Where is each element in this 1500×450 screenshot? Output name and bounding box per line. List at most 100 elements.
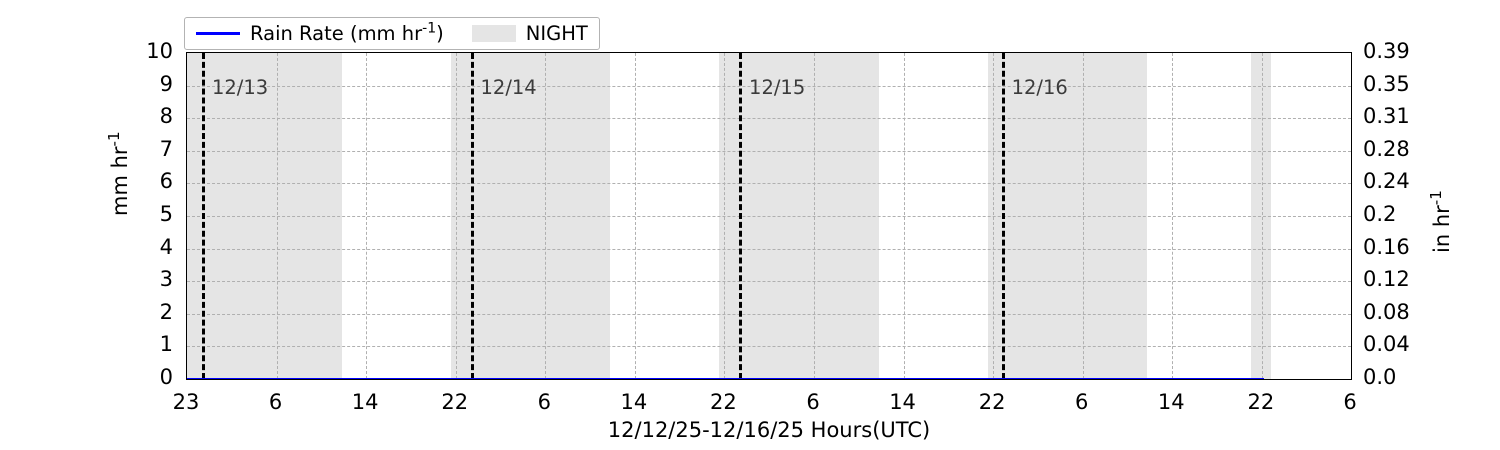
- x-axis-tick-label: 22: [441, 390, 469, 414]
- legend-night-swatch-icon: [471, 25, 516, 42]
- x-axis-tick: [635, 379, 636, 380]
- y-axis-right-tick: [1351, 53, 1352, 54]
- x-axis-tick: [366, 379, 367, 380]
- day-label: 12/15: [749, 75, 806, 99]
- legend-entry-rain-rate: Rain Rate (mm hr-1): [196, 21, 444, 45]
- horizontal-gridline: [187, 183, 1351, 185]
- horizontal-gridline: [187, 216, 1351, 217]
- y-axis-right-tick: [1351, 379, 1352, 380]
- x-axis-tick-label: 22: [1247, 390, 1275, 414]
- y-axis-left-tick-label: 1: [159, 332, 173, 357]
- y-axis-right-tick-label: 0.28: [1363, 136, 1410, 161]
- x-axis-tick-label: 14: [1157, 390, 1185, 414]
- y-axis-left-tick: [186, 53, 187, 54]
- day-label: 12/13: [211, 75, 269, 99]
- y-axis-left-tick: [186, 249, 187, 250]
- y-axis-right-tick: [1351, 314, 1352, 315]
- y-axis-left-tick-label: 9: [159, 71, 173, 96]
- y-axis-left-tick: [186, 346, 187, 347]
- x-axis-tick-label: 14: [889, 390, 916, 414]
- x-axis-tick-label: 23: [172, 390, 200, 414]
- y-axis-right-tick-label: 0.24: [1363, 169, 1410, 194]
- horizontal-gridline: [187, 346, 1351, 348]
- x-axis-title: 12/12/25-12/16/25 Hours(UTC): [607, 418, 931, 442]
- day-divider-line: [201, 53, 205, 379]
- day-label: 12/16: [1011, 75, 1068, 99]
- y-axis-left-tick-label: 10: [146, 39, 173, 63]
- legend-entry-night: NIGHT: [471, 21, 588, 45]
- y-axis-right-tick: [1351, 281, 1352, 282]
- x-axis-tick: [724, 379, 725, 380]
- y-axis-right-tick: [1351, 249, 1352, 250]
- x-axis-tick: [904, 379, 905, 380]
- horizontal-gridline: [187, 85, 1351, 87]
- y-axis-left-tick-label: 4: [159, 234, 173, 259]
- x-axis-tick-label: 6: [806, 390, 820, 414]
- x-axis-tick: [1262, 379, 1263, 380]
- y-axis-left-tick-label: 0: [159, 365, 173, 389]
- horizontal-gridline: [187, 118, 1351, 120]
- day-divider-line: [1001, 53, 1005, 379]
- x-axis-tick-label: 6: [1343, 390, 1357, 414]
- y-axis-right-tick-label: 0.2: [1363, 202, 1397, 226]
- rain-rate-line: [187, 377, 1265, 379]
- x-axis-tick: [456, 379, 457, 380]
- y-axis-left-tick: [186, 216, 187, 217]
- legend-label-rain-rate: Rain Rate (mm hr-1): [250, 21, 444, 45]
- plot-area: 12/13 12/14 12/15 12/16: [186, 52, 1352, 380]
- horizontal-gridline: [187, 281, 1351, 283]
- x-axis-tick-label: 6: [537, 390, 551, 414]
- y-axis-right-title: in hr-1: [1427, 190, 1454, 253]
- x-axis-tick: [277, 379, 278, 380]
- x-axis-tick-label: 14: [351, 390, 379, 414]
- y-axis-right-tick: [1351, 183, 1352, 184]
- y-axis-left-tick: [186, 118, 187, 119]
- legend-label-rain-rate-tail: ): [436, 21, 444, 45]
- y-axis-right-tick: [1351, 118, 1352, 119]
- y-axis-right-tick: [1351, 216, 1352, 217]
- x-axis-tick-label: 6: [268, 390, 283, 414]
- y-axis-left-tick: [186, 314, 187, 315]
- x-axis-tick: [1351, 379, 1352, 380]
- y-axis-right-tick-label: 0.08: [1363, 299, 1410, 324]
- y-axis-left-tick: [186, 151, 187, 152]
- y-axis-right-title-exponent: -1: [1427, 190, 1445, 206]
- y-axis-right-tick-label: 0.04: [1363, 332, 1410, 357]
- x-axis-tick: [1172, 379, 1173, 380]
- legend-label-night: NIGHT: [525, 21, 588, 45]
- y-axis-right-title-text: in hr: [1430, 205, 1454, 253]
- day-divider-line: [470, 53, 474, 379]
- y-axis-left-tick: [186, 379, 187, 380]
- y-axis-right-tick-label: 0.12: [1363, 267, 1410, 292]
- y-axis-left-tick-label: 7: [159, 136, 173, 161]
- y-axis-right-tick-label: 0.39: [1363, 39, 1410, 63]
- x-axis-tick-label: 22: [978, 390, 1006, 414]
- x-axis-tick-label: 6: [1074, 390, 1089, 414]
- y-axis-left-tick-label: 6: [159, 169, 173, 194]
- y-axis-right-tick-label: 0.16: [1363, 234, 1410, 259]
- x-axis-tick: [1083, 379, 1084, 380]
- y-axis-right-tick-label: 0.31: [1363, 104, 1410, 129]
- legend-line-swatch-icon: [196, 32, 240, 35]
- day-label: 12/14: [480, 75, 537, 99]
- horizontal-gridline: [187, 150, 1351, 152]
- y-axis-right-tick-label: 0.0: [1363, 365, 1397, 389]
- horizontal-gridline: [187, 248, 1351, 250]
- x-axis-tick-label: 14: [620, 390, 648, 414]
- y-axis-left-tick-label: 2: [159, 299, 173, 324]
- x-axis-tick-label: 22: [710, 390, 737, 414]
- y-axis-right-tick: [1351, 346, 1352, 347]
- y-axis-left-tick-label: 3: [159, 267, 173, 292]
- legend-label-rain-rate-exponent: -1: [422, 20, 437, 37]
- y-axis-left-tick: [186, 86, 187, 87]
- day-divider-line: [739, 53, 743, 379]
- legend-label-rain-rate-head: Rain Rate (mm hr: [250, 21, 423, 45]
- x-axis-tick: [814, 379, 815, 380]
- x-axis-tick: [187, 379, 188, 380]
- y-axis-left-tick-label: 8: [159, 104, 173, 129]
- x-axis-tick: [993, 379, 994, 380]
- x-axis-tick: [545, 379, 546, 380]
- chart-legend: Rain Rate (mm hr-1) NIGHT: [184, 17, 600, 50]
- y-axis-right-tick-label: 0.35: [1363, 71, 1410, 96]
